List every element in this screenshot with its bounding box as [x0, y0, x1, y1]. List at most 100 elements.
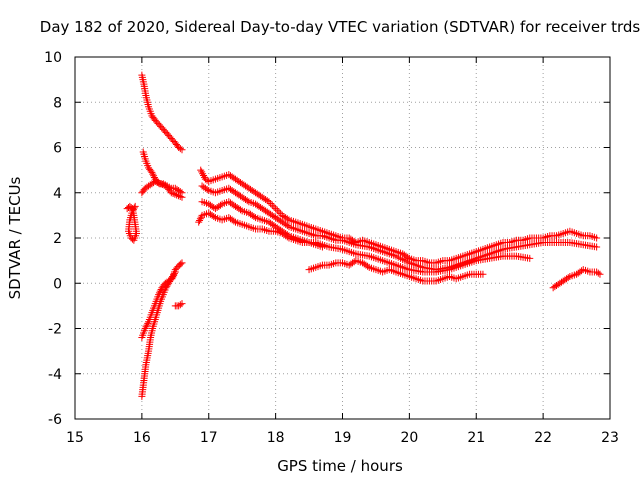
data-point: [176, 145, 184, 153]
data-point: [196, 215, 204, 223]
data-point: [170, 270, 178, 278]
data-point: [364, 262, 372, 270]
data-point: [178, 259, 186, 267]
data-point: [130, 204, 138, 212]
data-point: [270, 203, 278, 211]
data-point: [129, 207, 137, 215]
data-point: [171, 268, 179, 276]
chart-title: Day 182 of 2020, Sidereal Day-to-day VTE…: [40, 18, 640, 36]
data-point: [144, 319, 152, 327]
data-point: [151, 177, 159, 185]
y-tick-label: -2: [48, 322, 62, 338]
data-point: [177, 260, 185, 268]
data-point: [243, 197, 251, 205]
series-track-f: [138, 268, 179, 342]
data-point: [155, 291, 163, 299]
data-point: [197, 166, 205, 174]
data-point: [200, 172, 208, 180]
data-point: [267, 199, 275, 207]
data-point: [148, 168, 156, 176]
data-point: [168, 275, 176, 283]
y-tick-label: 6: [53, 141, 62, 157]
series-track-k: [195, 209, 326, 251]
x-tick-label: 20: [400, 430, 418, 446]
x-axis-title: GPS time / hours: [277, 457, 403, 475]
data-point: [268, 201, 276, 209]
data-point: [149, 170, 157, 178]
y-tick-label: -4: [48, 367, 62, 383]
data-point: [150, 172, 158, 180]
data-point: [273, 206, 281, 214]
x-tick-labels: 15 16 17 18 19 20 21 22 23: [66, 430, 619, 446]
x-tick-label: 21: [467, 430, 485, 446]
x-tick-label: 16: [133, 430, 151, 446]
data-point: [272, 205, 280, 213]
y-tick-label: 4: [53, 186, 62, 202]
data-point: [283, 222, 291, 230]
data-point: [171, 190, 179, 198]
data-point: [318, 243, 326, 251]
data-point: [131, 202, 139, 210]
series-track-g: [171, 300, 186, 310]
data-point: [153, 178, 161, 186]
data-point: [178, 300, 186, 308]
data-point: [169, 190, 177, 198]
data-point: [195, 218, 203, 226]
data-point: [155, 289, 163, 297]
x-tick-label: 15: [66, 430, 84, 446]
data-point: [250, 213, 258, 221]
data-point: [593, 243, 601, 251]
data-point: [237, 206, 245, 214]
data-point: [158, 180, 166, 188]
data-point: [526, 254, 534, 262]
x-tick-label: 22: [534, 430, 552, 446]
series-track-d: [138, 177, 186, 201]
data-point: [155, 179, 163, 187]
data-point: [203, 185, 211, 193]
data-point: [174, 192, 182, 200]
data-point: [283, 215, 291, 223]
x-tick-label: 18: [267, 430, 285, 446]
data-point: [167, 189, 175, 197]
x-tick-label: 23: [601, 430, 619, 446]
data-point: [157, 180, 165, 188]
y-tick-label: 8: [53, 95, 62, 111]
data-point: [156, 287, 164, 295]
data-point: [210, 213, 218, 221]
data-point: [596, 270, 604, 278]
data-point: [141, 325, 149, 332]
data-point: [176, 193, 184, 201]
series-track-b: [138, 71, 186, 154]
data-point: [593, 234, 601, 242]
y-tick-labels: -6 -4 -2 0 2 4 6 8 10: [44, 50, 62, 428]
data-point: [230, 217, 238, 225]
data-point: [275, 208, 283, 216]
y-tick-label: 10: [44, 50, 62, 66]
y-tick-label: 2: [53, 231, 62, 247]
data-point: [283, 233, 291, 241]
series-track-m: [549, 266, 604, 292]
data-point: [178, 193, 186, 201]
data-point: [216, 201, 224, 209]
data-point: [178, 146, 186, 154]
data-point: [129, 205, 137, 213]
data-point: [143, 321, 151, 329]
data-points: [123, 71, 604, 400]
data-point: [479, 270, 487, 278]
series-track-a: [123, 202, 141, 244]
data-point: [176, 301, 184, 309]
data-point: [142, 323, 150, 331]
data-point: [196, 216, 204, 224]
x-tick-label: 17: [200, 430, 218, 446]
data-point: [199, 170, 207, 178]
x-tick-label: 19: [334, 430, 352, 446]
y-tick-label: -6: [48, 412, 62, 428]
data-point: [564, 274, 572, 282]
series-track-l: [305, 257, 487, 285]
data-point: [198, 168, 206, 176]
y-tick-label: 0: [53, 276, 62, 292]
data-point: [173, 191, 181, 199]
data-point: [169, 273, 177, 281]
data-point: [594, 269, 602, 277]
